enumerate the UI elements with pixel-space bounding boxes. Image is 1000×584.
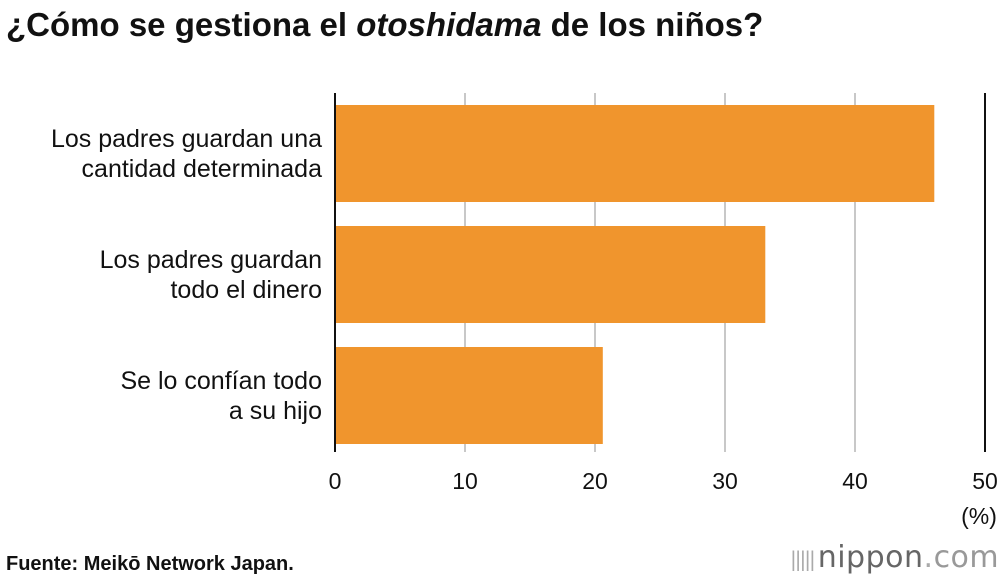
tick-label-10: 10 [452,468,478,494]
bar-2 [335,347,603,444]
logo-tld: com [933,540,1000,575]
bar-chart: Los padres guardan una cantidad determina… [51,93,998,529]
nippon-logo: ||||| nippon.com [790,540,999,575]
category-label-line: Se lo confían todo [120,367,322,395]
category-label-line: todo el dinero [170,276,322,304]
category-label-2: Se lo confían todo a su hijo [120,367,322,425]
source-note: Fuente: Meikō Network Japan. [6,553,294,575]
chart-title-prefix: ¿Cómo se gestiona el [6,6,357,43]
category-label-line: a su hijo [229,397,322,425]
category-label-line: Los padres guardan [100,246,322,274]
tick-label-30: 30 [712,468,738,494]
tick-label-0: 0 [329,468,342,494]
logo-dot: . [923,540,934,575]
bar-0 [335,105,935,202]
tick-label-20: 20 [582,468,608,494]
category-label-0: Los padres guardan una cantidad determina… [51,125,322,183]
chart-title: ¿Cómo se gestiona el otoshidama de los n… [6,6,763,44]
unit-label: (%) [961,503,997,529]
logo-bars-icon: ||||| [790,546,816,571]
chart-title-suffix: de los niños? [541,6,764,43]
category-label-line: cantidad determinada [82,155,323,183]
category-label-1: Los padres guardan todo el dinero [100,246,322,304]
category-label-line: Los padres guardan una [51,125,322,153]
tick-label-50: 50 [972,468,998,494]
chart-title-emphasis: otoshidama [356,6,542,43]
bar-1 [335,226,766,323]
logo-name: nippon [817,540,924,575]
tick-label-40: 40 [842,468,868,494]
